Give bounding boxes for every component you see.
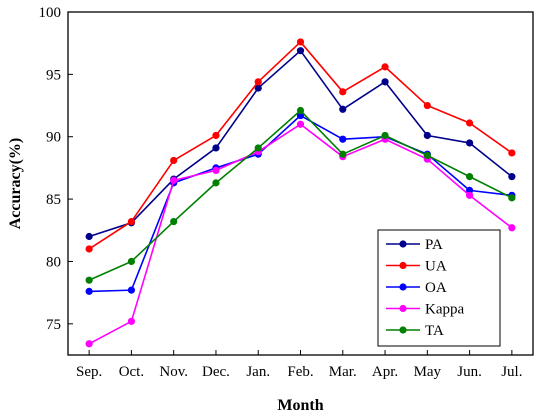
x-tick-label: May	[414, 364, 442, 380]
data-point	[508, 224, 516, 232]
data-point	[127, 286, 136, 294]
data-point	[254, 78, 262, 86]
data-point	[85, 276, 93, 284]
x-tick-label: Apr.	[372, 364, 398, 380]
x-tick-label: Oct.	[119, 364, 144, 380]
legend-swatch-marker	[399, 326, 407, 334]
data-point	[339, 105, 347, 113]
legend-label: OA	[425, 280, 447, 296]
x-tick-label: Dec.	[202, 364, 230, 380]
legend-swatch-marker	[399, 240, 407, 248]
data-point	[127, 257, 136, 266]
data-point	[254, 84, 262, 92]
data-point	[508, 173, 516, 181]
data-point	[465, 173, 474, 181]
data-point	[508, 194, 516, 202]
data-point	[508, 149, 516, 157]
series-ua	[85, 38, 516, 253]
data-point	[85, 232, 93, 241]
axis-ticks: 75 80 85 90 95 100 Sep. Oct. Nov. Dec. Jan. Feb. Mar…	[39, 5, 523, 380]
data-point	[465, 191, 474, 199]
data-point	[212, 166, 220, 175]
data-point	[296, 111, 305, 120]
data-point	[170, 156, 178, 165]
x-axis-title: Month	[277, 397, 323, 414]
series-ta	[85, 106, 516, 284]
data-point	[339, 150, 347, 158]
y-axis-title: Accuracy(%)	[7, 138, 24, 230]
x-tick-label: Nov.	[159, 364, 188, 380]
data-point	[296, 120, 305, 128]
x-tick-label: Sep.	[76, 364, 102, 380]
data-point	[423, 151, 431, 160]
data-point	[423, 131, 431, 140]
data-point	[254, 144, 262, 152]
data-point	[339, 135, 347, 143]
legend-label: Kappa	[425, 302, 464, 318]
data-point	[465, 119, 474, 127]
y-tick-label: 75	[46, 317, 61, 333]
y-tick-label: 100	[39, 5, 62, 21]
data-point	[170, 217, 178, 226]
data-point	[212, 144, 220, 152]
data-point	[423, 101, 431, 110]
legend-swatch-marker	[399, 283, 407, 291]
series-kappa	[85, 120, 516, 348]
y-tick-label: 85	[46, 192, 61, 208]
data-point	[465, 186, 474, 194]
data-point	[170, 176, 178, 184]
data-point	[381, 131, 389, 140]
data-point	[85, 287, 93, 295]
x-tick-label: Jun.	[457, 364, 482, 380]
legend-label: UA	[425, 259, 447, 275]
series-pa	[85, 47, 516, 241]
chart-marks	[85, 38, 516, 348]
x-tick-label: Jul.	[501, 364, 522, 380]
data-point	[296, 106, 305, 115]
data-point	[85, 245, 93, 253]
data-point	[381, 78, 389, 86]
data-point	[339, 88, 347, 96]
data-point	[127, 317, 136, 325]
legend: PA UA OA Kappa TA	[377, 229, 501, 347]
x-tick-label: Jan.	[246, 364, 270, 380]
legend-swatch-marker	[399, 261, 407, 270]
legend-label: PA	[425, 237, 443, 253]
data-point	[296, 47, 305, 55]
data-point	[85, 340, 93, 348]
x-tick-label: Feb.	[287, 364, 313, 380]
y-tick-label: 95	[46, 67, 61, 83]
series-line	[88, 49, 513, 238]
data-point	[212, 179, 220, 187]
legend-swatch-marker	[399, 304, 407, 313]
data-point	[296, 38, 305, 46]
series-line	[88, 41, 513, 250]
legend-box	[377, 229, 501, 347]
legend-label: TA	[425, 323, 444, 339]
data-point	[381, 63, 389, 71]
data-point	[465, 139, 474, 147]
x-tick-label: Mar.	[329, 364, 357, 380]
y-tick-label: 80	[46, 254, 61, 270]
data-point	[127, 217, 136, 226]
data-point	[212, 131, 220, 140]
y-tick-label: 90	[46, 130, 61, 146]
